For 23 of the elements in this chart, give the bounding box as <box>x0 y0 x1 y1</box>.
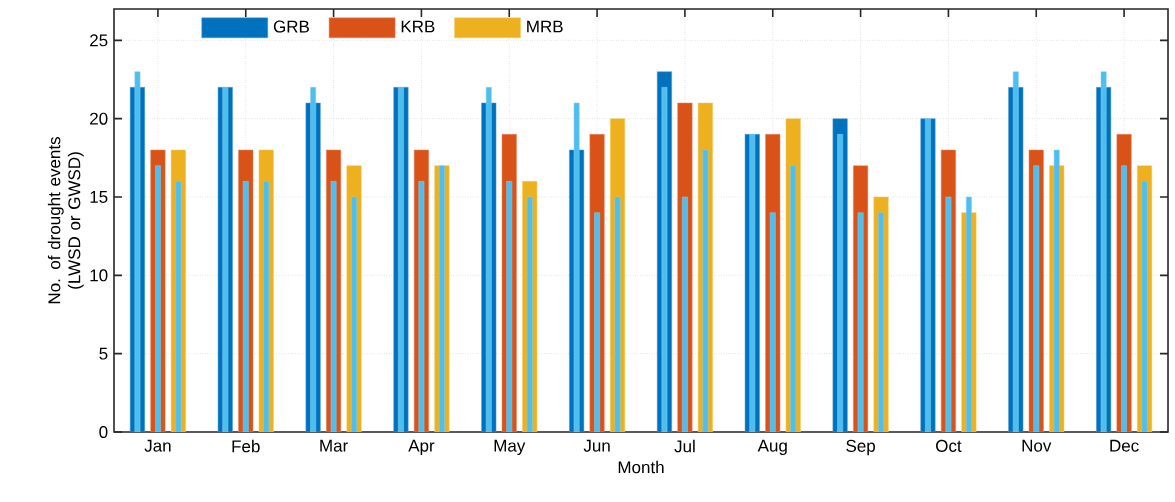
x-tick-label: Feb <box>232 439 260 453</box>
x-tick-label: Oct <box>936 439 962 452</box>
x-tick-label: Jul <box>674 439 695 453</box>
x-tick-label: Dec <box>1110 439 1139 452</box>
y-tick-label: 15 <box>90 191 108 203</box>
x-tick-label: Mar <box>320 439 348 452</box>
x-tick-label: May <box>494 439 526 456</box>
legend-label: KRB <box>401 20 435 33</box>
x-axis-title: Month <box>618 460 664 474</box>
y-tick-label: 0 <box>99 425 108 439</box>
y-tick-label: 25 <box>90 34 108 47</box>
legend-label: GRB <box>273 20 309 33</box>
x-tick-label: Jun <box>583 439 610 452</box>
x-tick-label: Sep <box>846 439 875 456</box>
x-tick-label: Aug <box>757 439 787 456</box>
y-axis-title: No. of drought events (LWSD or GWSD) <box>47 137 84 304</box>
y-tick-label: 5 <box>99 347 108 360</box>
x-tick-label: Jan <box>144 439 171 452</box>
legend-label: MRB <box>527 20 563 33</box>
x-tick-label: Apr <box>408 439 435 456</box>
y-tick-label: 10 <box>90 269 108 282</box>
x-tick-label: Nov <box>1022 439 1052 452</box>
y-tick-label: 20 <box>90 112 108 125</box>
